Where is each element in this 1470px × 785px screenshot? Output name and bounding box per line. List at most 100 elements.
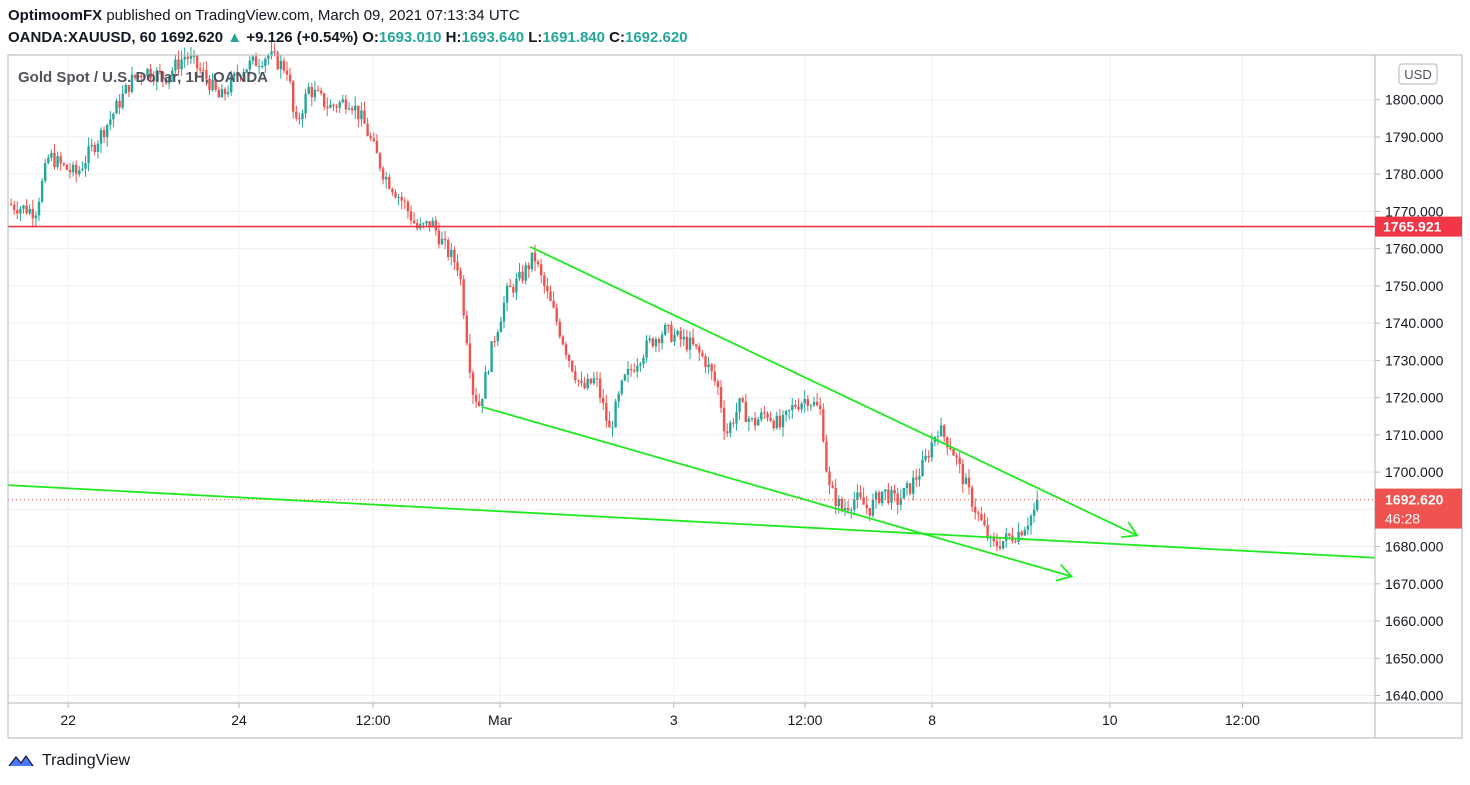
candle-body bbox=[843, 508, 847, 511]
candle-body bbox=[970, 487, 974, 507]
candle-body bbox=[899, 498, 902, 505]
candle-body bbox=[25, 205, 28, 214]
candle-body bbox=[397, 196, 400, 198]
candle-body bbox=[995, 541, 999, 547]
time-tick-label: Mar bbox=[488, 712, 512, 728]
author-name[interactable]: OptimoomFX bbox=[8, 7, 103, 24]
candle-body bbox=[915, 477, 918, 480]
candle-body bbox=[254, 56, 258, 67]
candle-body bbox=[28, 208, 31, 214]
candle-body bbox=[840, 498, 844, 511]
candle-body bbox=[834, 487, 837, 506]
candle-body bbox=[518, 271, 521, 279]
candle-body bbox=[84, 163, 87, 169]
candle-body bbox=[924, 455, 927, 460]
candle-body bbox=[462, 279, 465, 316]
tradingview-brand[interactable]: TradingView bbox=[42, 752, 131, 769]
candle-body bbox=[409, 211, 413, 221]
candle-body bbox=[549, 291, 552, 301]
candle-body bbox=[636, 365, 639, 372]
candle-body bbox=[400, 196, 403, 201]
candle-body bbox=[223, 89, 227, 95]
currency-badge[interactable]: USD bbox=[1398, 63, 1438, 85]
candle-body bbox=[354, 105, 357, 111]
candle-body bbox=[527, 265, 530, 270]
candle-body bbox=[865, 504, 868, 508]
candle-body bbox=[471, 372, 475, 395]
candle-body bbox=[633, 370, 636, 372]
candle-body bbox=[292, 81, 295, 112]
candle-body bbox=[37, 201, 41, 216]
candles bbox=[9, 42, 1039, 552]
last-price-badge-label: 1692.620 bbox=[1385, 492, 1444, 508]
candle-body bbox=[499, 321, 503, 333]
price-tick-label: 1670.000 bbox=[1385, 576, 1444, 592]
candle-body bbox=[1020, 531, 1023, 536]
price-tick-label: 1770.000 bbox=[1385, 203, 1444, 219]
candle-body bbox=[691, 337, 695, 345]
candle-body bbox=[546, 286, 549, 292]
candle-body bbox=[853, 499, 856, 510]
low-label: L: bbox=[528, 29, 543, 46]
candle-body bbox=[347, 108, 351, 110]
candle-body bbox=[729, 422, 732, 434]
candle-body bbox=[31, 208, 34, 219]
candle-body bbox=[809, 405, 813, 407]
candle-body bbox=[127, 85, 131, 92]
chart-grid bbox=[8, 55, 1375, 703]
candle-body bbox=[1017, 531, 1020, 542]
candle-body bbox=[986, 525, 989, 539]
trendline bbox=[529, 245, 1138, 537]
low-value: 1691.840 bbox=[542, 29, 605, 46]
candle-body bbox=[741, 398, 744, 402]
candle-body bbox=[698, 346, 701, 353]
candle-body bbox=[874, 492, 878, 500]
candle-body bbox=[884, 489, 887, 492]
candle-body bbox=[850, 509, 853, 511]
candle-body bbox=[50, 152, 53, 158]
candle-body bbox=[230, 76, 233, 93]
price-tick-label: 1760.000 bbox=[1385, 241, 1444, 257]
candle-body bbox=[279, 60, 282, 70]
candle-body bbox=[837, 498, 840, 506]
candle-body bbox=[434, 220, 437, 231]
countdown-label: 46:28 bbox=[1385, 511, 1420, 527]
candle-body bbox=[360, 110, 363, 120]
price-tick-label: 1740.000 bbox=[1385, 315, 1444, 331]
candle-body bbox=[710, 364, 713, 372]
close-value: 1692.620 bbox=[624, 29, 688, 46]
candle-body bbox=[350, 108, 354, 111]
candle-body bbox=[412, 220, 416, 224]
candle-body bbox=[961, 463, 964, 485]
candle-body bbox=[722, 407, 726, 432]
candle-body bbox=[815, 401, 819, 406]
candle-body bbox=[71, 164, 75, 173]
candle-body bbox=[905, 483, 909, 489]
candle-body bbox=[363, 110, 366, 124]
candle-body bbox=[487, 371, 490, 373]
candle-body bbox=[59, 156, 62, 164]
candle-body bbox=[654, 339, 658, 347]
open-value: 1693.010 bbox=[378, 29, 442, 46]
candle-body bbox=[56, 156, 59, 168]
candle-body bbox=[149, 68, 152, 79]
candle-body bbox=[617, 393, 620, 402]
price-tick-label: 1800.000 bbox=[1385, 92, 1444, 108]
price-axis[interactable]: 1640.000 1650.000 1660.000 1670.000 1680.000… bbox=[1375, 92, 1444, 704]
candle-body bbox=[784, 411, 788, 415]
candle-body bbox=[13, 204, 16, 210]
candle-body bbox=[769, 417, 772, 421]
candle-body bbox=[161, 71, 165, 79]
time-tick-label: 8 bbox=[928, 712, 936, 728]
candle-body bbox=[642, 357, 645, 364]
time-axis[interactable]: 22 24 12:00 Mar 3 12:00 8 10 12:00 bbox=[60, 703, 1260, 728]
candle-body bbox=[657, 339, 661, 344]
candle-body bbox=[679, 330, 682, 340]
candle-body bbox=[825, 441, 828, 472]
candle-body bbox=[701, 352, 704, 357]
candle-body bbox=[338, 102, 341, 108]
candle-body bbox=[803, 399, 806, 404]
candle-body bbox=[794, 404, 797, 407]
candle-body bbox=[760, 412, 763, 420]
